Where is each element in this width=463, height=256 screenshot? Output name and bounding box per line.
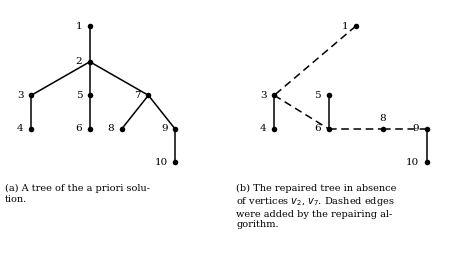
Text: 5: 5 [314, 91, 321, 100]
Text: 9: 9 [161, 124, 168, 133]
Text: 10: 10 [154, 158, 168, 167]
Text: 3: 3 [17, 91, 24, 100]
Text: 4: 4 [260, 124, 267, 133]
Text: 6: 6 [314, 124, 321, 133]
Text: (b) The repaired tree in absence
of vertices $v_2$, $v_7$. Dashed edges
were add: (b) The repaired tree in absence of vert… [236, 184, 396, 229]
Text: 8: 8 [108, 124, 114, 133]
Text: 3: 3 [260, 91, 267, 100]
Text: (a) A tree of the a priori solu-
tion.: (a) A tree of the a priori solu- tion. [5, 184, 150, 204]
Text: 1: 1 [342, 22, 348, 31]
Text: 7: 7 [134, 91, 141, 100]
Text: 6: 6 [76, 124, 82, 133]
Text: 2: 2 [76, 57, 82, 66]
Text: 9: 9 [412, 124, 419, 133]
Text: 4: 4 [17, 124, 24, 133]
Text: 10: 10 [406, 158, 419, 167]
Text: 8: 8 [380, 114, 386, 123]
Text: 5: 5 [76, 91, 82, 100]
Text: 1: 1 [76, 22, 82, 31]
